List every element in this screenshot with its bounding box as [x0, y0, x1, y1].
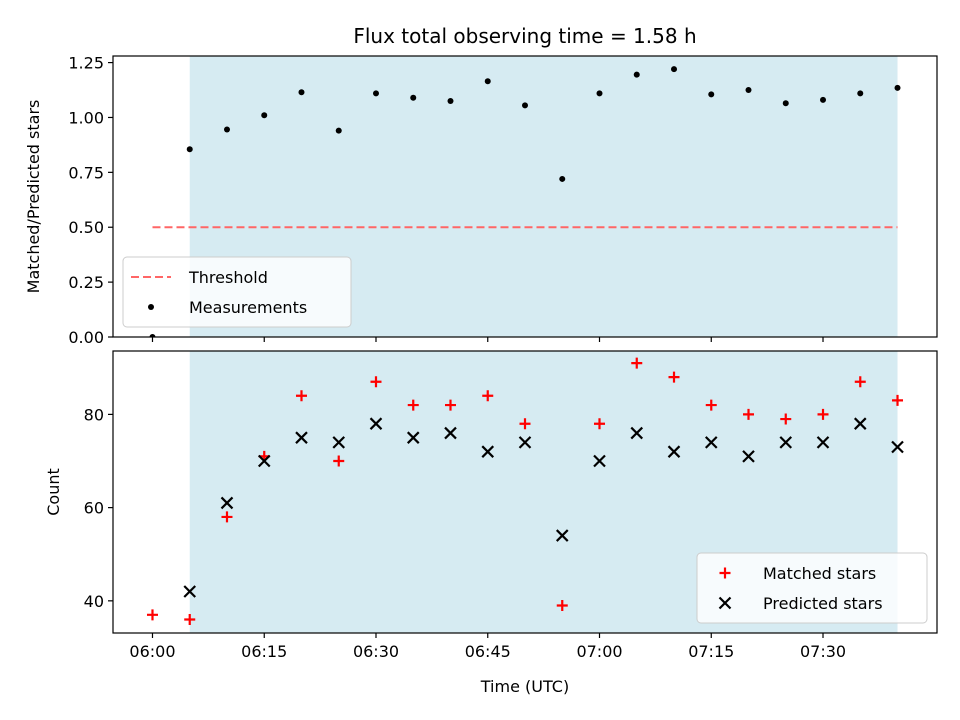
legend-label: Threshold [188, 268, 268, 287]
x-tick-label: 06:45 [465, 642, 511, 661]
predicted-stars-point [853, 417, 867, 430]
panel-top: 0.00 0.25 0.50 0.75 1.00 1.25 Matched/Predicte… [24, 54, 938, 347]
measurement-point [559, 175, 566, 182]
predicted-stars-point [518, 436, 532, 449]
matched-stars-point [892, 394, 904, 406]
predicted-stars-point [816, 436, 830, 449]
measurement-point [894, 84, 901, 91]
measurement-point [745, 87, 752, 94]
y-tick-label: 40 [84, 592, 104, 611]
panel-bottom: 06:00 06:15 06:30 06:45 07:00 07:15 07:30 40 60 8… [44, 350, 938, 661]
predicted-stars-point [406, 431, 420, 444]
predicted-stars-point [704, 436, 718, 449]
measurement-point [708, 91, 715, 98]
predicted-stars-point [183, 585, 197, 598]
plot-area [146, 357, 904, 625]
y-tick-label: 0.50 [68, 218, 104, 237]
y-tick-label: 60 [84, 499, 104, 518]
x-tick-label: 06:30 [353, 642, 399, 661]
matched-stars-point [333, 455, 345, 467]
y-tick-label: 0.00 [68, 328, 104, 347]
y-axis-label: Count [44, 468, 63, 516]
predicted-stars-point [891, 440, 904, 454]
matched-stars-point [519, 418, 531, 430]
chart-title: Flux total observing time = 1.58 h [353, 24, 696, 48]
measurement-point [261, 112, 268, 119]
matched-stars-point [556, 599, 568, 611]
predicted-stars-point [444, 426, 457, 440]
predicted-stars-point [779, 436, 793, 449]
plot-area [149, 66, 901, 337]
matched-stars-point [146, 609, 158, 621]
x-tick-label: 07:30 [800, 642, 846, 661]
measurement-point [857, 90, 864, 97]
predicted-stars-point [369, 417, 383, 430]
measurement-point [410, 94, 417, 101]
matched-stars-point [370, 376, 382, 388]
matched-stars-point [780, 413, 792, 425]
matched-stars-point [854, 376, 866, 388]
matched-stars-point [184, 613, 196, 625]
axes-frame [112, 55, 938, 338]
legend-box [696, 552, 928, 624]
predicted-stars-point [630, 426, 644, 440]
legend-predicted-handle [718, 596, 732, 610]
x-axis-label: Time (UTC) [480, 677, 569, 696]
predicted-stars-point [742, 450, 755, 463]
y-tick-label: 1.00 [68, 108, 104, 127]
measurement-point [782, 100, 789, 107]
y-tick-label: 0.25 [68, 273, 104, 292]
x-tick-label: 06:15 [241, 642, 287, 661]
axes-frame [112, 350, 938, 634]
measurement-point [372, 90, 379, 97]
legend: Threshold Measurements [122, 256, 352, 328]
predicted-stars-point [332, 436, 346, 449]
matched-stars-point [482, 390, 494, 402]
legend-matched-handle [719, 567, 731, 579]
measurement-point [596, 90, 603, 97]
x-tick-label: 07:00 [576, 642, 622, 661]
matched-stars-point [594, 418, 606, 430]
measurement-point [298, 89, 305, 96]
measurement-point [522, 102, 528, 109]
y-tick-label: 1.25 [68, 54, 104, 73]
measurement-point [447, 98, 454, 105]
measurement-point [484, 78, 491, 85]
measurement-point [223, 126, 230, 133]
predicted-stars-point [257, 454, 271, 468]
matched-stars-point [631, 357, 643, 369]
matched-stars-point [295, 390, 307, 402]
measurement-point [335, 127, 342, 134]
matched-stars-point [817, 408, 829, 420]
matched-stars-point [444, 399, 456, 411]
matched-stars-point [705, 399, 717, 411]
measurement-point [820, 96, 827, 103]
legend-label: Predicted stars [763, 594, 883, 613]
predicted-stars-point [667, 445, 681, 458]
legend: Matched stars Predicted stars [696, 552, 928, 624]
matched-stars-point [743, 408, 755, 420]
matched-stars-point [407, 399, 419, 411]
y-axis-label: Matched/Predicted stars [24, 100, 43, 294]
y-tick-label: 0.75 [68, 163, 104, 182]
predicted-stars-point [555, 529, 569, 542]
x-tick-label: 06:00 [129, 642, 175, 661]
matched-stars-point [668, 371, 680, 383]
legend-label: Matched stars [763, 564, 876, 583]
x-tick-label: 07:15 [688, 642, 734, 661]
predicted-stars-point [593, 454, 606, 468]
measurement-point [186, 146, 193, 153]
y-tick-label: 80 [84, 405, 104, 424]
measurement-point [633, 71, 640, 78]
legend-box [122, 256, 352, 328]
legend-measurement-handle [148, 304, 154, 310]
measurement-point [671, 66, 678, 73]
measurement-point [149, 334, 156, 337]
matched-stars-point [221, 511, 233, 523]
predicted-stars-point [481, 445, 495, 458]
predicted-stars-point [220, 496, 234, 510]
predicted-stars-point [295, 431, 308, 444]
legend-label: Measurements [189, 298, 307, 317]
